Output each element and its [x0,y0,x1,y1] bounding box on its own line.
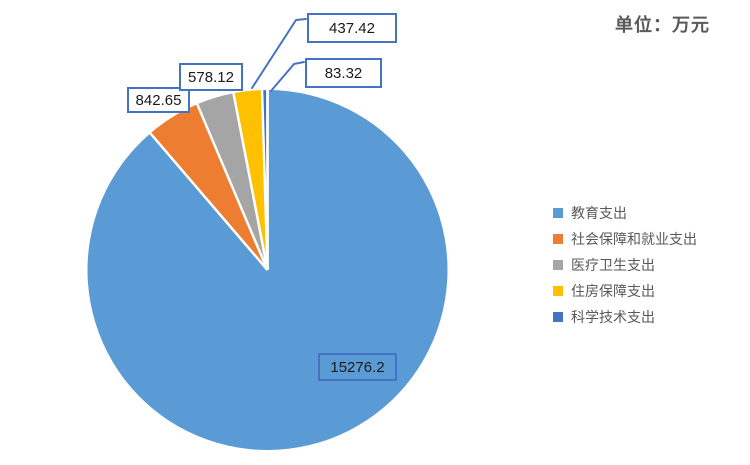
legend: 教育支出社会保障和就业支出 医疗卫生支出 住房保障支出 科学技术支出 [553,200,697,330]
legend-swatch-icon [553,234,563,244]
legend-item-1[interactable]: 社会保障和就业支出 [553,226,697,252]
legend-label: 住房保障支出 [571,283,655,299]
legend-swatch-icon [553,312,563,322]
data-label-housing[interactable]: 437.42 [307,13,397,43]
leader-line-housing [251,18,307,89]
slice-gap [232,93,269,271]
data-label-education[interactable]: 15276.2 [318,353,397,381]
legend-swatch-icon [553,260,563,270]
legend-item-0[interactable]: 教育支出 [553,200,697,226]
data-label-medical[interactable]: 578.12 [179,63,243,91]
legend-swatch-icon [553,208,563,218]
legend-item-3[interactable]: 住房保障支出 [553,278,697,304]
data-label-social-security[interactable]: 842.65 [127,87,190,113]
legend-label: 医疗卫生支出 [571,257,655,273]
slice-gap [196,103,269,271]
legend-swatch-icon [553,286,563,296]
pie-slice-1-社会保障和就业支出[interactable] [150,104,268,270]
legend-label: 社会保障和就业支出 [571,231,697,247]
legend-label: 科学技术支出 [571,309,655,325]
legend-item-4[interactable]: 科学技术支出 [553,304,697,330]
slice-gap [149,132,269,271]
leader-line-science [270,61,305,92]
legend-item-2[interactable]: 医疗卫生支出 [553,252,697,278]
data-label-science[interactable]: 83.32 [305,58,382,88]
legend-label: 教育支出 [571,205,627,221]
unit-label: 单位：万元 [615,15,710,35]
